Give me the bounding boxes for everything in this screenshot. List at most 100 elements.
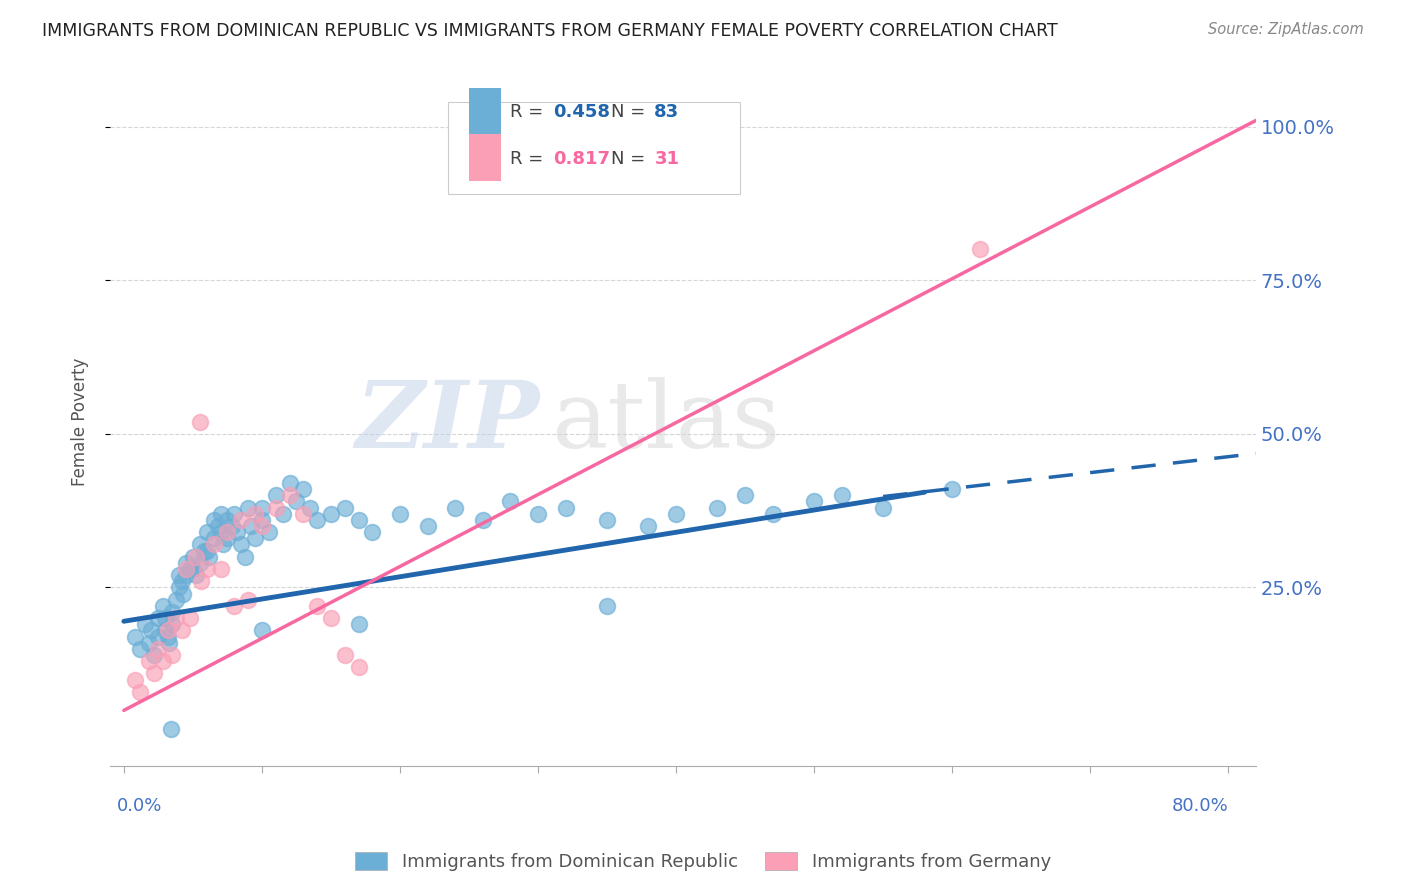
Point <box>333 648 356 662</box>
FancyBboxPatch shape <box>449 102 741 194</box>
Point <box>159 722 181 736</box>
Point <box>165 592 187 607</box>
Point <box>665 507 688 521</box>
Point <box>235 549 257 564</box>
Point <box>257 525 280 540</box>
Point <box>155 611 177 625</box>
Point <box>319 611 342 625</box>
Point <box>361 525 384 540</box>
Point <box>209 562 232 576</box>
Point <box>170 574 193 589</box>
Point <box>148 611 170 625</box>
Point <box>231 513 253 527</box>
Point <box>188 415 211 429</box>
Point <box>202 537 225 551</box>
Text: 31: 31 <box>654 150 679 168</box>
Point <box>307 599 329 613</box>
Point <box>250 513 273 527</box>
Point <box>319 507 342 521</box>
Point <box>165 611 187 625</box>
Point <box>167 581 190 595</box>
Point <box>347 617 370 632</box>
Point <box>207 519 229 533</box>
Point <box>160 617 183 632</box>
Point <box>307 513 329 527</box>
Text: R =: R = <box>510 103 543 120</box>
Point <box>174 568 197 582</box>
Point <box>172 586 194 600</box>
Legend: Immigrants from Dominican Republic, Immigrants from Germany: Immigrants from Dominican Republic, Immi… <box>347 845 1059 879</box>
Text: 0.0%: 0.0% <box>117 797 162 814</box>
Point <box>831 488 853 502</box>
Point <box>138 654 160 668</box>
Point <box>157 630 180 644</box>
Point <box>250 500 273 515</box>
Point <box>198 549 221 564</box>
Point <box>333 500 356 515</box>
Point <box>734 488 756 502</box>
Point <box>236 500 259 515</box>
Point <box>243 531 266 545</box>
Point <box>202 531 225 545</box>
Point <box>159 636 181 650</box>
Point <box>179 611 201 625</box>
Point <box>243 507 266 521</box>
Point <box>212 537 235 551</box>
Point <box>184 568 207 582</box>
Point <box>188 537 211 551</box>
Point <box>221 519 243 533</box>
Point <box>872 500 894 515</box>
Point <box>250 624 273 638</box>
Text: ZIP: ZIP <box>356 376 540 467</box>
Point <box>188 556 211 570</box>
Point <box>141 624 163 638</box>
Text: 0.817: 0.817 <box>554 150 610 168</box>
Point <box>226 525 249 540</box>
Point <box>193 543 215 558</box>
Point <box>271 507 294 521</box>
Point <box>160 648 183 662</box>
Point <box>803 494 825 508</box>
Point <box>160 605 183 619</box>
Point <box>148 630 170 644</box>
Text: atlas: atlas <box>551 376 780 467</box>
Point <box>124 673 146 687</box>
Point <box>471 513 494 527</box>
Point <box>527 507 550 521</box>
Point <box>236 592 259 607</box>
FancyBboxPatch shape <box>468 87 501 135</box>
Point <box>143 666 166 681</box>
Text: R =: R = <box>510 150 543 168</box>
Point <box>278 488 301 502</box>
Point <box>762 507 785 521</box>
Point <box>148 641 170 656</box>
Text: 80.0%: 80.0% <box>1171 797 1229 814</box>
Text: IMMIGRANTS FROM DOMINICAN REPUBLIC VS IMMIGRANTS FROM GERMANY FEMALE POVERTY COR: IMMIGRANTS FROM DOMINICAN REPUBLIC VS IM… <box>42 22 1057 40</box>
Point <box>138 636 160 650</box>
Point <box>157 624 180 638</box>
Point <box>217 513 239 527</box>
Point <box>170 624 193 638</box>
Point <box>129 641 152 656</box>
Point <box>124 630 146 644</box>
Point <box>292 482 315 496</box>
Point <box>181 549 204 564</box>
Point <box>143 648 166 662</box>
Text: Source: ZipAtlas.com: Source: ZipAtlas.com <box>1208 22 1364 37</box>
FancyBboxPatch shape <box>468 134 501 181</box>
Point <box>596 599 619 613</box>
Text: N =: N = <box>610 103 645 120</box>
Point <box>195 562 218 576</box>
Point <box>209 525 232 540</box>
Point <box>179 562 201 576</box>
Point <box>347 660 370 674</box>
Point <box>285 494 308 508</box>
Point <box>231 537 253 551</box>
Point <box>224 507 246 521</box>
Point <box>224 599 246 613</box>
Point <box>152 599 174 613</box>
Point <box>195 543 218 558</box>
Point <box>347 513 370 527</box>
Point <box>134 617 156 632</box>
Point <box>554 500 576 515</box>
